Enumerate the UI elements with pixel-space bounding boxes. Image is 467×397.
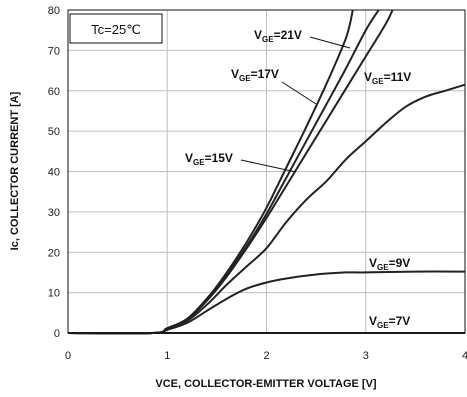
x-tick-label: 1: [164, 350, 170, 362]
pointer-line-vge-15: [240, 159, 297, 173]
y-tick-label: 50: [48, 126, 60, 138]
x-tick-label: 0: [65, 350, 71, 362]
y-axis-title: Ic, COLLECTOR CURRENT [A]: [9, 91, 21, 250]
x-tick-label: 3: [363, 350, 369, 362]
series-label-vge-9: VGE=9V: [369, 256, 410, 272]
x-tick-label: 4: [462, 350, 467, 362]
series-line-vge-9v: [67, 270, 466, 335]
series-label-vge-15: VGE=15V: [185, 151, 233, 167]
tick-labels: 0 10 20 30 40 50 60 70 80 0 1 2 3 4: [48, 5, 467, 362]
series-label-vge-17: VGE=17V: [231, 67, 279, 83]
series-label-vge-21: VGE=21V: [254, 28, 302, 44]
plot-frame: [67, 9, 466, 334]
series-line-vge-11v: [67, 83, 466, 335]
svg-text:VGE=21V: VGE=21V: [254, 28, 302, 44]
svg-text:VGE=7V: VGE=7V: [369, 314, 410, 330]
condition-text: Tc=25℃: [91, 22, 141, 37]
x-tick-label: 2: [263, 350, 269, 362]
y-tick-label: 80: [48, 5, 60, 17]
y-tick-label: 10: [48, 288, 60, 300]
y-tick-label: 0: [54, 328, 60, 340]
condition-box: [69, 13, 163, 44]
y-tick-label: 60: [48, 86, 60, 98]
x-axis-title: VCE, COLLECTOR-EMITTER VOLTAGE [V]: [155, 378, 377, 390]
svg-text:VGE=17V: VGE=17V: [231, 67, 279, 83]
svg-text:VGE=15V: VGE=15V: [185, 151, 233, 167]
pointer-line-vge-17: [281, 81, 317, 105]
curve-group: [67, 9, 466, 335]
pointer-line-vge-21: [309, 36, 351, 49]
y-tick-label: 70: [48, 45, 60, 57]
svg-text:VGE=11V: VGE=11V: [364, 70, 411, 86]
series-label-vge-7: VGE=7V: [369, 314, 410, 330]
y-tick-label: 40: [48, 167, 60, 179]
y-tick-label: 30: [48, 207, 60, 219]
series-label-vge-11: VGE=11V: [364, 70, 411, 86]
svg-text:VGE=9V: VGE=9V: [369, 256, 410, 272]
y-tick-label: 20: [48, 247, 60, 259]
